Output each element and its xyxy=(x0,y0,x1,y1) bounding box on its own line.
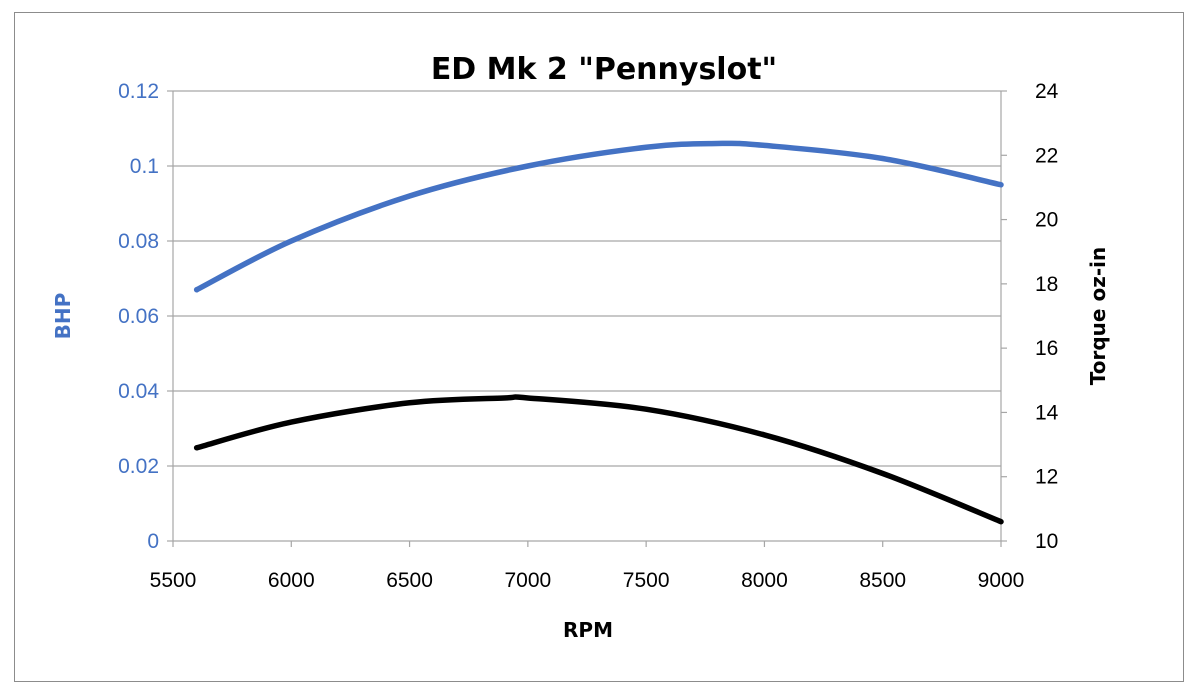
y-tick-label-right-7: 24 xyxy=(1035,80,1059,103)
y-tick-label-right-1: 12 xyxy=(1035,466,1058,489)
y-tick-label-right-2: 14 xyxy=(1035,401,1059,424)
y-tick-label-left-1: 0.02 xyxy=(118,455,159,478)
y-tick-label-left-4: 0.08 xyxy=(118,230,159,253)
series-line-torque xyxy=(193,394,1004,525)
y-tick-label-right-4: 18 xyxy=(1035,273,1058,296)
x-tick-label-0: 5500 xyxy=(150,569,197,592)
y-tick-label-left-3: 0.06 xyxy=(118,305,159,328)
y-tick-label-right-5: 20 xyxy=(1035,209,1058,232)
x-tick-label-7: 9000 xyxy=(978,569,1025,592)
x-tick-label-3: 7000 xyxy=(504,569,551,592)
chart-frame xyxy=(14,12,1184,682)
series-group xyxy=(193,140,1004,525)
gridlines xyxy=(167,90,1007,547)
y-tick-label-right-6: 22 xyxy=(1035,144,1058,167)
x-tick-label-5: 8000 xyxy=(741,569,788,592)
x-tick-label-1: 6000 xyxy=(268,569,315,592)
tick-labels: 5500 6000 6500 7000 7500 8000 8500 9000 0 0.02 0.0… xyxy=(118,80,1059,592)
x-tick-label-2: 6500 xyxy=(386,569,433,592)
y-tick-label-left-2: 0.04 xyxy=(118,380,159,403)
x-tick-label-6: 8500 xyxy=(859,569,906,592)
series-line-bhp xyxy=(193,140,1004,293)
y-axis-title-left: BHP xyxy=(51,293,75,340)
x-axis-title: RPM xyxy=(563,618,613,642)
y-axis-title-right: Torque oz-in xyxy=(1086,247,1110,385)
y-tick-label-left-0: 0 xyxy=(147,530,159,553)
y-tick-label-left-5: 0.1 xyxy=(130,155,159,178)
y-tick-label-left-6: 0.12 xyxy=(118,80,159,103)
y-tick-label-right-3: 16 xyxy=(1035,337,1058,360)
y-tick-label-right-0: 10 xyxy=(1035,530,1058,553)
chart-title: ED Mk 2 "Pennyslot" xyxy=(431,52,777,87)
x-tick-label-4: 7500 xyxy=(623,569,670,592)
